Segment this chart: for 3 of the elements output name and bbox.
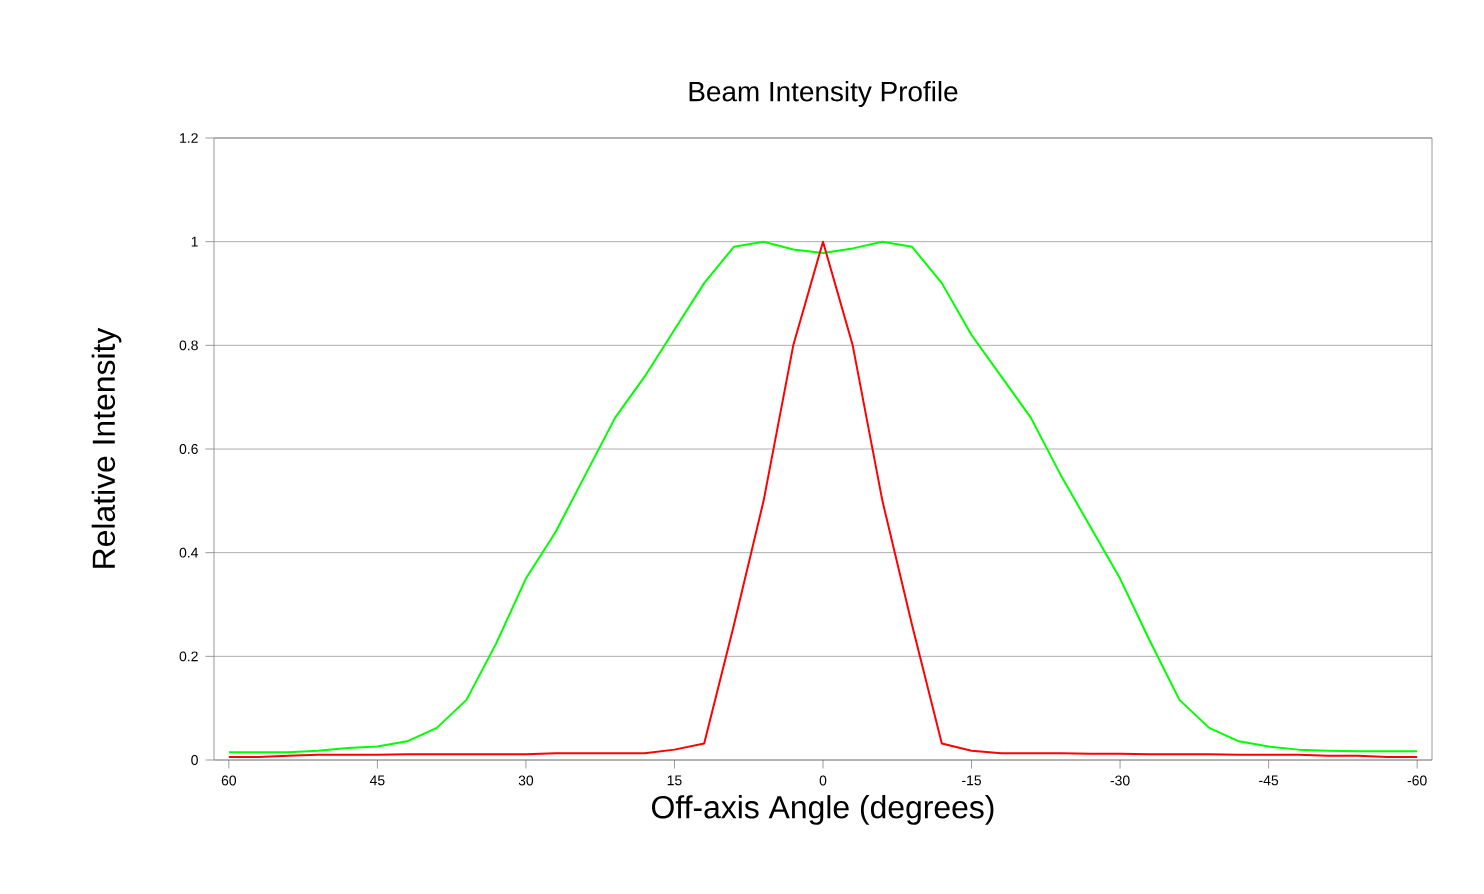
y-axis-title: Relative Intensity <box>91 327 122 568</box>
chart-title: Beam Intensity Profile <box>689 80 958 107</box>
x-axis-title: Off-axis Angle (degrees) <box>652 795 994 825</box>
